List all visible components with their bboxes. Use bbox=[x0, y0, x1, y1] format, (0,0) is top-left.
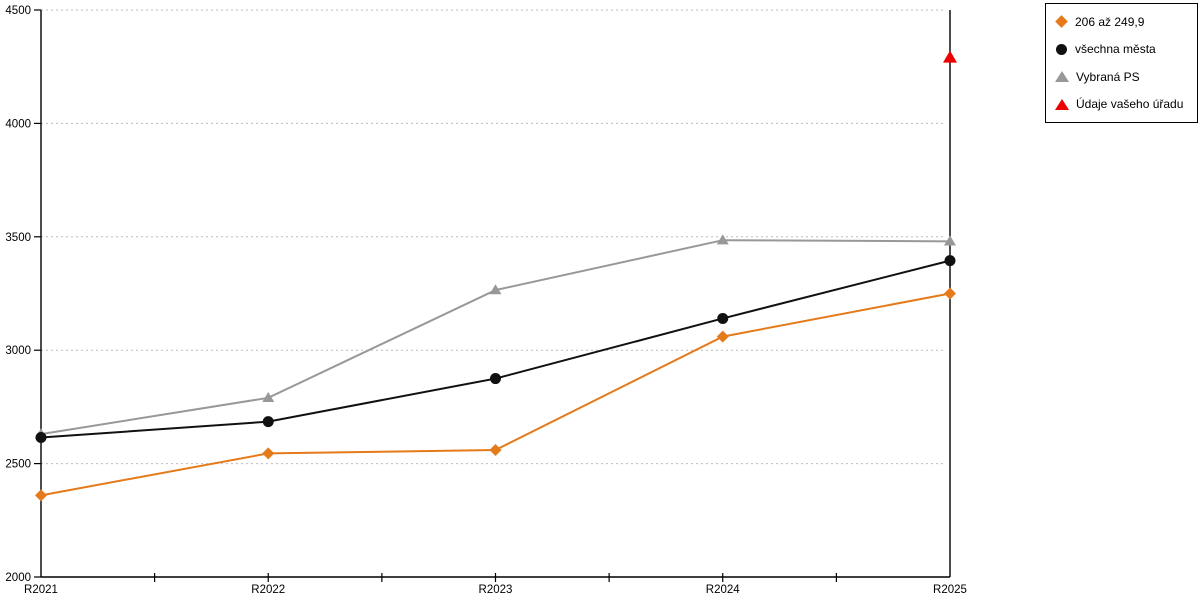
x-tick-label: R2023 bbox=[479, 584, 513, 596]
circle-icon bbox=[1056, 43, 1067, 55]
x-tick-label: R2021 bbox=[24, 584, 58, 596]
legend-item: všechna města bbox=[1055, 37, 1197, 62]
legend-label: 206 až 249,9 bbox=[1075, 14, 1145, 29]
diamond-marker bbox=[262, 447, 275, 460]
circle-marker bbox=[490, 373, 501, 385]
x-tick-label: R2024 bbox=[706, 584, 740, 596]
diamond-marker bbox=[35, 489, 47, 502]
diamond-marker bbox=[944, 287, 956, 300]
triangle-marker bbox=[262, 392, 275, 403]
x-tick-label: R2025 bbox=[933, 584, 967, 596]
triangle-marker bbox=[944, 235, 956, 246]
y-tick-label: 4500 bbox=[5, 5, 31, 17]
legend-item: 206 až 249,9 bbox=[1055, 9, 1197, 34]
triangle-icon bbox=[1055, 71, 1069, 83]
legend-item: Údaje vašeho úřadu bbox=[1055, 92, 1197, 117]
diamond-marker bbox=[716, 330, 729, 343]
y-tick-label: 3500 bbox=[5, 232, 31, 244]
y-tick-label: 2000 bbox=[5, 572, 31, 584]
chart-legend: 206 až 249,9 všechna města Vybraná PS Úd… bbox=[1045, 3, 1198, 123]
circle-marker bbox=[35, 432, 47, 444]
diamond-marker bbox=[489, 443, 502, 456]
x-tick-label: R2022 bbox=[251, 584, 285, 596]
diamond-icon bbox=[1055, 15, 1068, 29]
circle-marker bbox=[944, 255, 956, 267]
y-tick-label: 3000 bbox=[5, 345, 31, 357]
triangle-marker bbox=[943, 50, 957, 63]
circle-marker bbox=[262, 416, 274, 428]
series-line-2 bbox=[40, 239, 951, 436]
legend-label: Údaje vašeho úřadu bbox=[1076, 97, 1184, 112]
legend-item: Vybraná PS bbox=[1055, 64, 1197, 89]
triangle-marker bbox=[489, 284, 502, 295]
triangle-icon bbox=[1055, 98, 1069, 110]
legend-label: Vybraná PS bbox=[1076, 69, 1140, 84]
circle-marker bbox=[717, 312, 729, 324]
y-tick-label: 4000 bbox=[5, 118, 31, 130]
y-tick-label: 2500 bbox=[5, 459, 31, 471]
series-line-0 bbox=[40, 292, 951, 497]
legend-label: všechna města bbox=[1075, 42, 1156, 57]
triangle-marker bbox=[716, 234, 729, 245]
